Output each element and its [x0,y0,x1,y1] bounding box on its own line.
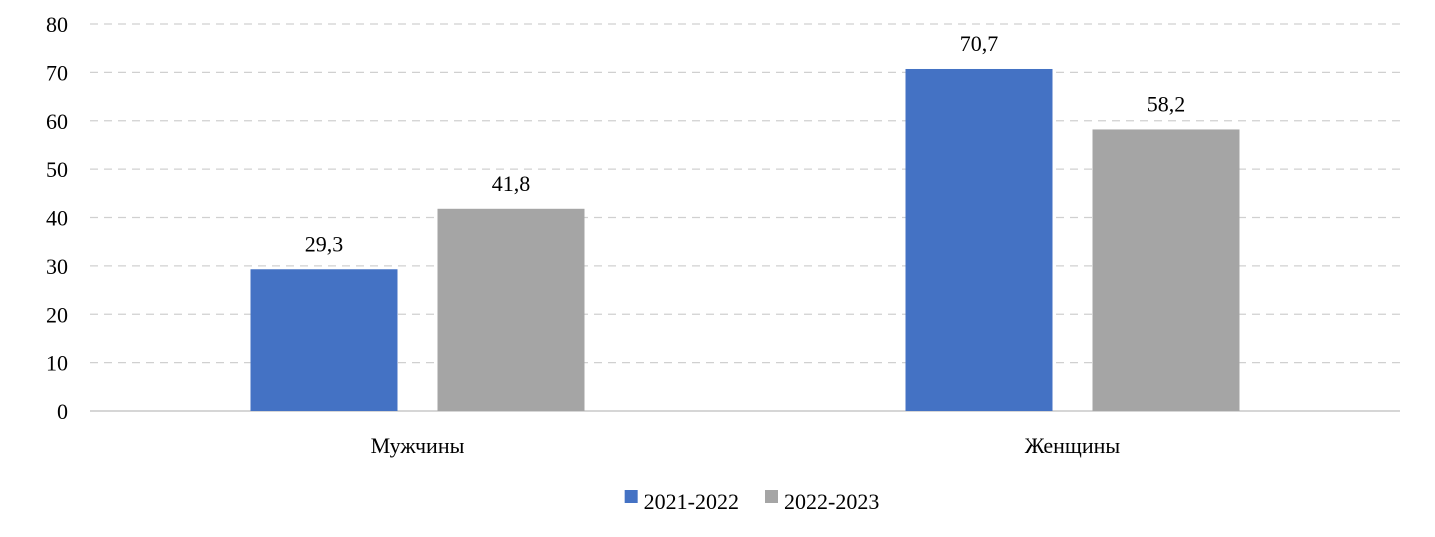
legend-swatch [624,490,638,503]
x-axis-categories: Мужчины Женщины [371,433,1121,458]
data-label: 70,7 [960,31,999,56]
legend: 2021-2022 2022-2023 [624,489,879,514]
x-category-label: Мужчины [371,433,465,458]
y-tick-label: 70 [46,60,68,85]
legend-label: 2022-2023 [784,489,879,514]
legend-label: 2021-2022 [644,489,739,514]
bar-1-2 [905,68,1053,412]
y-axis-ticks: 0 10 20 30 40 50 60 70 80 [46,12,68,424]
data-label: 29,3 [305,231,344,256]
y-tick-label: 80 [46,12,68,37]
data-labels: 29,3 41,8 70,7 58,2 [305,31,1186,256]
data-label: 58,2 [1147,91,1186,116]
data-label: 41,8 [492,171,531,196]
bar-2-2 [1092,129,1240,411]
bar-2-1 [437,208,585,411]
y-tick-label: 10 [46,351,68,376]
legend-swatch [765,490,778,503]
y-tick-label: 0 [57,399,68,424]
bar-1-1 [250,269,398,411]
x-category-label: Женщины [1025,433,1121,458]
bars [250,68,1240,412]
y-tick-label: 20 [46,302,68,327]
y-tick-label: 60 [46,109,68,134]
y-tick-label: 50 [46,157,68,182]
y-tick-label: 30 [46,254,68,279]
y-tick-label: 40 [46,206,68,231]
